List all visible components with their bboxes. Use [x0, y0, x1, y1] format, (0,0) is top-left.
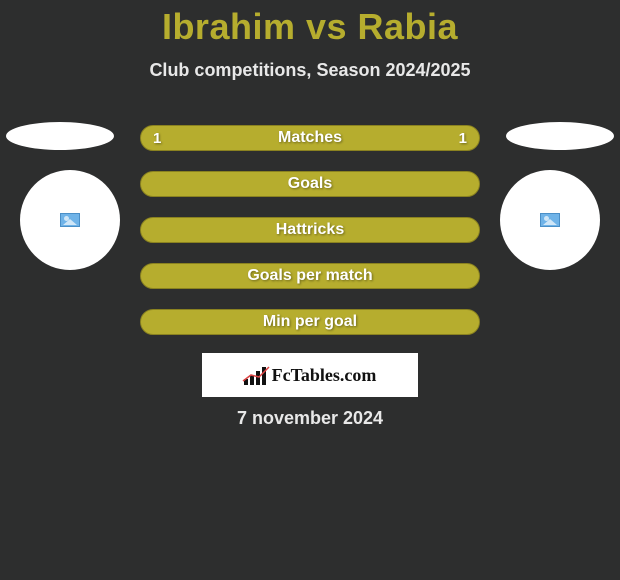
page-title: Ibrahim vs Rabia: [0, 0, 620, 48]
stat-label: Hattricks: [276, 221, 344, 239]
footer-date: 7 november 2024: [0, 408, 620, 429]
player-avatar-left: [20, 170, 120, 270]
logo-text: FcTables.com: [272, 365, 377, 386]
placeholder-image-icon: [60, 213, 80, 227]
stat-bar-min-per-goal: Min per goal: [140, 309, 480, 335]
stat-bar-matches: 1 Matches 1: [140, 125, 480, 151]
stat-label: Matches: [278, 129, 342, 147]
bar-chart-icon: [244, 365, 266, 385]
stat-value-left: 1: [153, 130, 161, 147]
stat-value-right: 1: [459, 130, 467, 147]
stat-label: Goals: [288, 175, 332, 193]
stat-bar-goals: Goals: [140, 171, 480, 197]
player-avatar-right: [500, 170, 600, 270]
stat-label: Min per goal: [263, 313, 357, 331]
fctables-logo[interactable]: FcTables.com: [202, 353, 418, 397]
placeholder-image-icon: [540, 213, 560, 227]
club-logo-left-ellipse: [6, 122, 114, 150]
comparison-bars: 1 Matches 1 Goals Hattricks Goals per ma…: [140, 125, 480, 355]
stat-bar-hattricks: Hattricks: [140, 217, 480, 243]
subtitle: Club competitions, Season 2024/2025: [0, 60, 620, 81]
stat-label: Goals per match: [247, 267, 372, 285]
stat-bar-goals-per-match: Goals per match: [140, 263, 480, 289]
club-logo-right-ellipse: [506, 122, 614, 150]
